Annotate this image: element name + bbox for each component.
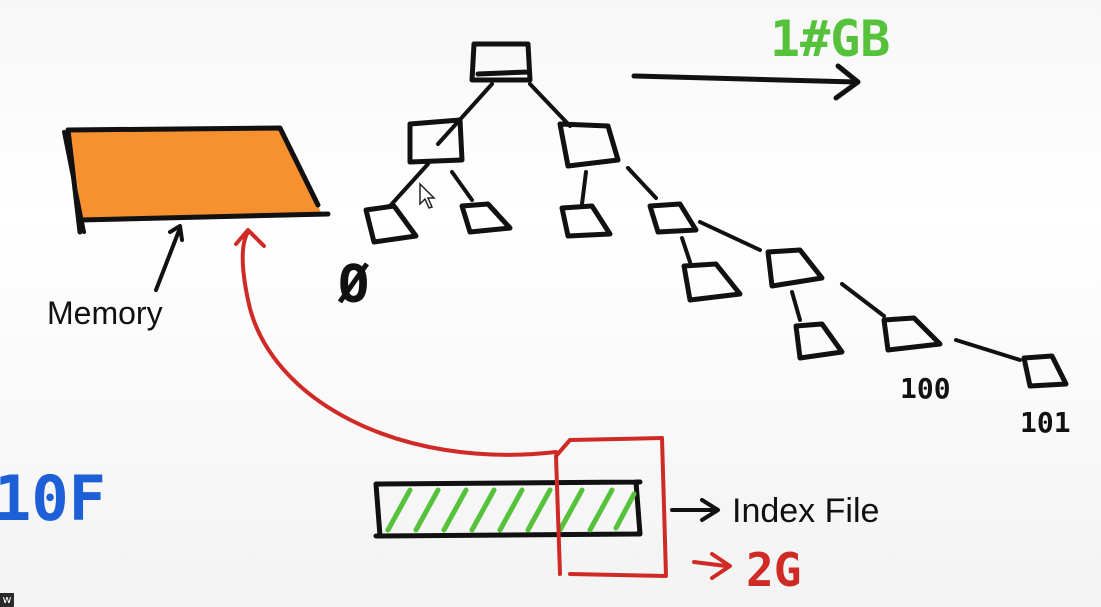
memory-block xyxy=(62,125,331,235)
index-file-bar xyxy=(373,479,643,539)
leaf-label-101: 101 xyxy=(1020,406,1071,439)
tree-node xyxy=(765,247,825,289)
tree-node xyxy=(647,201,699,235)
tree-node xyxy=(363,203,419,245)
memory-label: Memory xyxy=(47,295,163,331)
tree-edge xyxy=(790,290,802,322)
empty-set-symbol: Ø xyxy=(337,255,369,315)
mouse-cursor-icon xyxy=(419,182,436,209)
tree-edge xyxy=(954,338,1022,362)
tree-edge xyxy=(528,82,572,128)
index-size-arrow xyxy=(692,552,732,580)
load-to-memory-arrow xyxy=(234,228,558,457)
tree-node xyxy=(681,261,743,303)
arrow-right-icon xyxy=(631,63,861,101)
tree-edge xyxy=(580,170,588,206)
tree-node xyxy=(557,121,621,169)
tree-node xyxy=(559,203,613,239)
tree-edge xyxy=(436,82,494,146)
size-top-label: 1#GB xyxy=(770,10,890,68)
corner-label: w xyxy=(0,593,14,607)
tree-edge xyxy=(840,282,886,318)
index-selection-bracket xyxy=(554,436,668,578)
blue-note: 10F xyxy=(0,462,106,535)
tree-node xyxy=(407,117,465,165)
tree-edge xyxy=(698,220,762,252)
tree-edge xyxy=(450,170,474,202)
index-file-arrow xyxy=(670,498,720,522)
index-size-label: 2G xyxy=(746,543,801,597)
tree-edge xyxy=(626,166,658,200)
tree-node xyxy=(459,201,513,235)
tree-root-node xyxy=(469,41,533,83)
leaf-label-100: 100 xyxy=(900,372,951,405)
index-file-label: Index File xyxy=(732,492,879,530)
tree-node xyxy=(881,315,943,353)
tree-node xyxy=(1021,353,1069,389)
memory-pointer-arrow xyxy=(154,224,184,292)
tree-edge xyxy=(388,162,430,208)
tree-edge xyxy=(680,236,692,264)
tree-diagram xyxy=(363,41,1069,389)
tree-node xyxy=(793,321,845,361)
